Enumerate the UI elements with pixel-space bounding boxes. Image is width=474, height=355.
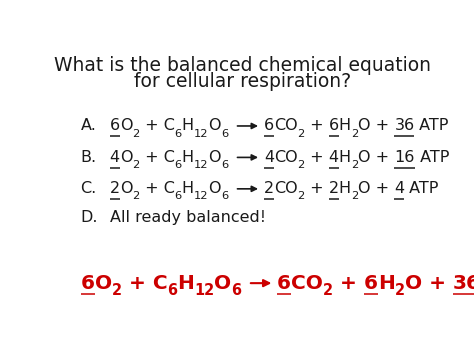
Text: 36: 36 [453, 274, 474, 293]
Text: CO: CO [274, 119, 298, 133]
Text: +: + [305, 150, 328, 165]
Text: O: O [120, 150, 132, 165]
Text: O +: O + [358, 150, 394, 165]
Text: 36: 36 [394, 119, 414, 133]
Text: 2: 2 [298, 129, 305, 138]
Text: O: O [120, 181, 132, 196]
Text: What is the balanced chemical equation: What is the balanced chemical equation [55, 56, 431, 75]
Text: 2: 2 [132, 160, 139, 170]
Text: 6: 6 [231, 283, 241, 298]
Text: 6: 6 [167, 283, 177, 298]
Text: for cellular respiration?: for cellular respiration? [134, 72, 352, 91]
Text: 6: 6 [81, 274, 94, 293]
Text: 12: 12 [194, 191, 209, 202]
Text: 2: 2 [351, 160, 358, 170]
Text: O: O [120, 119, 132, 133]
Text: 6: 6 [328, 119, 339, 133]
Text: D.: D. [81, 210, 98, 225]
Text: O +: O + [358, 119, 394, 133]
Text: +: + [333, 274, 364, 293]
Text: 6: 6 [174, 129, 182, 138]
Text: 2: 2 [351, 129, 358, 138]
Text: 12: 12 [194, 283, 214, 298]
Text: A.: A. [81, 119, 96, 133]
Text: 6: 6 [174, 160, 182, 170]
Text: 12: 12 [194, 129, 209, 138]
Text: O: O [214, 274, 231, 293]
Text: H: H [182, 119, 194, 133]
Text: H: H [182, 181, 194, 196]
Text: + C: + C [139, 181, 174, 196]
Text: 2: 2 [132, 191, 139, 202]
Text: 2: 2 [328, 181, 339, 196]
Text: CO: CO [291, 274, 323, 293]
Text: CO: CO [274, 150, 298, 165]
Text: 4: 4 [328, 150, 339, 165]
Text: 4: 4 [394, 181, 404, 196]
Text: 2: 2 [109, 181, 120, 196]
Text: 6: 6 [221, 191, 228, 202]
Text: O +: O + [358, 181, 394, 196]
Text: O: O [209, 150, 221, 165]
Text: 6: 6 [109, 119, 120, 133]
Text: ATP: ATP [404, 181, 439, 196]
Text: O: O [209, 181, 221, 196]
Text: 6: 6 [221, 160, 228, 170]
Text: +: + [305, 119, 328, 133]
Text: H: H [182, 150, 194, 165]
Text: 2: 2 [323, 283, 333, 298]
Text: 4: 4 [264, 150, 274, 165]
Text: O: O [209, 119, 221, 133]
Text: H: H [339, 150, 351, 165]
Text: H: H [339, 119, 351, 133]
Text: +: + [305, 181, 328, 196]
Text: ATP: ATP [415, 150, 449, 165]
Text: 2: 2 [112, 283, 122, 298]
Text: 6: 6 [364, 274, 378, 293]
Text: 6: 6 [264, 119, 274, 133]
Text: 2: 2 [298, 160, 305, 170]
Text: + C: + C [122, 274, 167, 293]
Text: 2: 2 [351, 191, 358, 202]
Text: 6: 6 [174, 191, 182, 202]
Text: 6: 6 [277, 274, 291, 293]
Text: 2: 2 [132, 129, 139, 138]
Text: 2: 2 [298, 191, 305, 202]
Text: H: H [177, 274, 194, 293]
Text: H: H [378, 274, 395, 293]
Text: 12: 12 [194, 160, 209, 170]
Text: CO: CO [274, 181, 298, 196]
Text: H: H [339, 181, 351, 196]
Text: O: O [94, 274, 112, 293]
Text: + C: + C [139, 150, 174, 165]
Text: B.: B. [81, 150, 97, 165]
Text: ATP: ATP [414, 119, 449, 133]
Text: + C: + C [139, 119, 174, 133]
Text: C.: C. [81, 181, 97, 196]
Text: 6: 6 [221, 129, 228, 138]
Text: 4: 4 [109, 150, 120, 165]
Text: 2: 2 [395, 283, 405, 298]
Text: 2: 2 [264, 181, 274, 196]
Text: O +: O + [405, 274, 453, 293]
Text: 16: 16 [394, 150, 415, 165]
Text: All ready balanced!: All ready balanced! [109, 210, 266, 225]
